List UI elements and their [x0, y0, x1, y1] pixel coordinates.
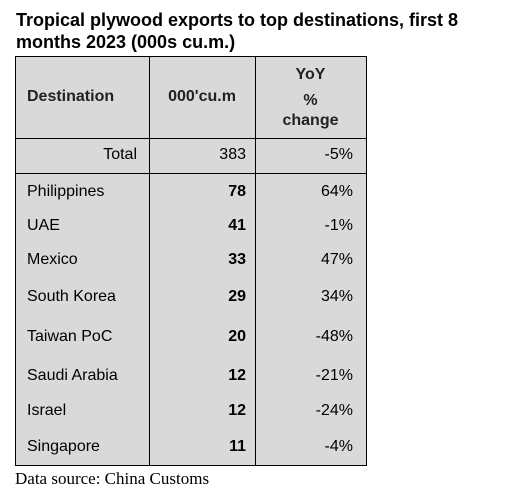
row-yoy: -24%	[315, 402, 353, 419]
row-yoy: 47%	[320, 251, 353, 268]
row-value: 33	[228, 251, 246, 268]
table-row: Saudi Arabia 12 -21%	[16, 366, 366, 402]
row-yoy: -4%	[324, 438, 353, 455]
row-destination: Singapore	[27, 438, 100, 455]
page-title: Tropical plywood exports to top destinat…	[16, 10, 459, 52]
row-value: 20	[228, 328, 246, 345]
row-destination: South Korea	[27, 288, 116, 305]
column-divider	[255, 57, 256, 465]
header-destination: Destination	[27, 88, 115, 105]
row-yoy: 34%	[320, 288, 353, 305]
row-destination: Saudi Arabia	[27, 367, 118, 384]
header-yoy-change: YoY % change	[255, 65, 366, 131]
row-yoy: 64%	[320, 183, 353, 200]
header-unit: 000'cu.m	[168, 88, 236, 105]
total-value: 383	[219, 146, 246, 163]
row-yoy: -48%	[315, 328, 353, 345]
total-label: Total	[103, 146, 137, 163]
table-row: Philippines 78 64%	[16, 182, 366, 218]
row-destination: UAE	[27, 217, 60, 234]
header-divider	[16, 138, 366, 139]
row-destination: Philippines	[27, 183, 105, 200]
table-row: South Korea 29 34%	[16, 287, 366, 323]
header-yoy-line1: YoY	[295, 66, 326, 83]
row-value: 29	[228, 288, 246, 305]
table-row: Israel 12 -24%	[16, 401, 366, 437]
row-yoy: -1%	[324, 217, 353, 234]
row-value: 12	[228, 402, 246, 419]
row-destination: Mexico	[27, 251, 78, 268]
header-yoy-line2: %	[303, 92, 318, 109]
table-row: Singapore 11 -4%	[16, 437, 366, 473]
row-value: 41	[228, 217, 246, 234]
table-row: Mexico 33 47%	[16, 250, 366, 286]
total-yoy: -5%	[324, 146, 353, 163]
column-divider	[149, 57, 150, 465]
exports-table: Destination 000'cu.m YoY % change Total …	[15, 56, 367, 466]
data-source-note: Data source: China Customs	[15, 469, 210, 488]
row-value: 11	[229, 438, 246, 455]
row-value: 12	[228, 367, 246, 384]
total-divider	[16, 173, 366, 174]
row-value: 78	[228, 183, 246, 200]
row-destination: Israel	[27, 402, 67, 419]
header-yoy-line3: change	[282, 112, 339, 129]
row-yoy: -21%	[315, 367, 353, 384]
row-destination: Taiwan PoC	[27, 328, 113, 345]
table-row: Taiwan PoC 20 -48%	[16, 327, 366, 363]
table-row: UAE 41 -1%	[16, 216, 366, 252]
